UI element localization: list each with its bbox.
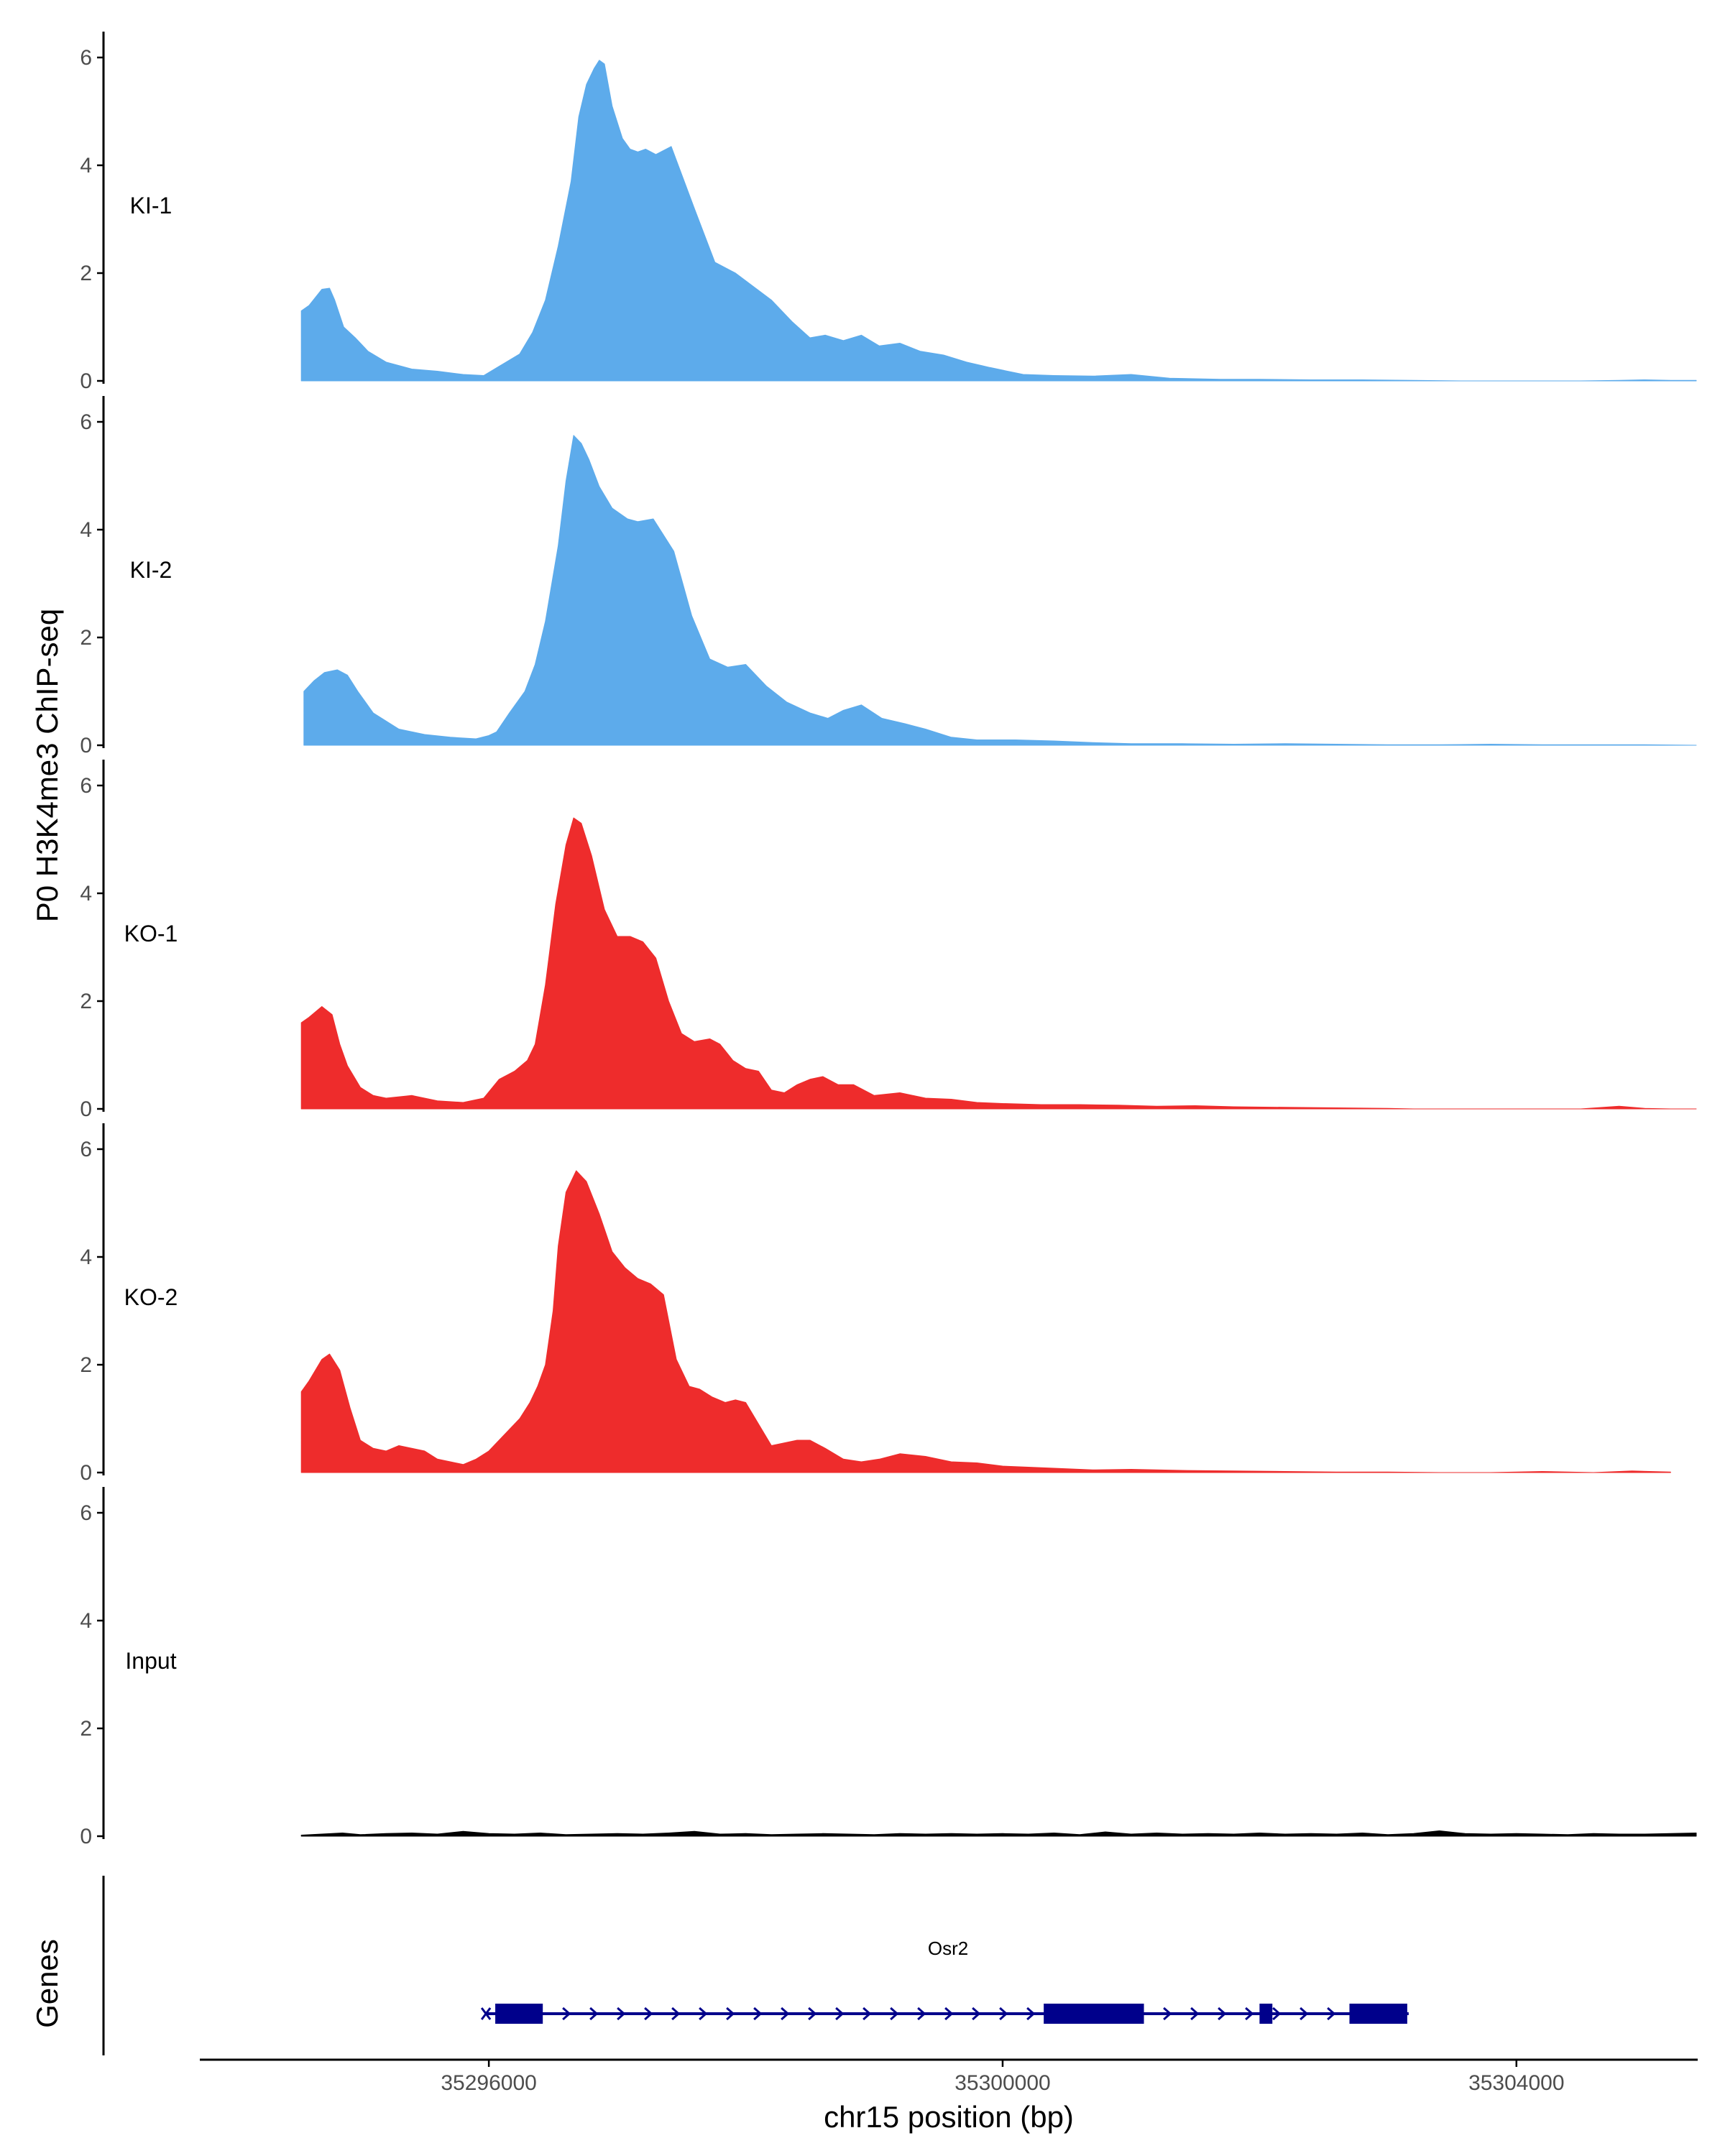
strand-chevron: [1245, 2007, 1254, 2021]
strand-chevron: [589, 2007, 599, 2021]
y-tick-label: 6: [80, 774, 92, 798]
strand-chevron: [617, 2007, 626, 2021]
y-tick-label: 2: [80, 1353, 92, 1377]
strand-chevron: [1272, 2007, 1282, 2021]
x-axis-title: chr15 position (bp): [824, 2100, 1074, 2134]
signal-tracks: 0 2 4 6 KI-1 0 2 4 6 KI-2 0 2 4 6 KO-1 0 2 4 6 KO-2 0 2 4 6 Inpu…: [80, 32, 1697, 1848]
series-area-ko-2: [300, 1170, 1671, 1473]
track-label: KI-1: [130, 193, 172, 218]
gene-start-marker: [480, 2007, 492, 2020]
strand-chevron: [644, 2007, 653, 2021]
y-tick-label: 6: [80, 46, 92, 70]
track-ki-1: 0 2 4 6 KI-1: [80, 32, 1697, 393]
track-label: KO-2: [124, 1284, 178, 1310]
strand-chevron: [1327, 2007, 1336, 2021]
y-tick-label: 0: [80, 369, 92, 393]
y-tick-label: 2: [80, 262, 92, 285]
y-tick-label: 4: [80, 518, 92, 542]
y-tick-label: 6: [80, 1501, 92, 1525]
y-tick-label: 4: [80, 1609, 92, 1633]
y-tick-label: 2: [80, 990, 92, 1013]
strand-chevron: [1218, 2007, 1227, 2021]
strand-chevron: [699, 2007, 708, 2021]
series-area-input: [300, 1830, 1697, 1837]
y-tick-label: 0: [80, 1097, 92, 1121]
gene-track-title: Genes: [30, 1939, 64, 2028]
gene-exon: [1349, 2004, 1407, 2024]
x-axis: 35296000 35300000 35304000: [200, 2058, 1698, 2095]
gene-exon: [1044, 2004, 1144, 2024]
x-tick-label: 35296000: [441, 2071, 536, 2095]
y-tick-label: 0: [80, 1825, 92, 1848]
y-tick-label: 4: [80, 154, 92, 178]
strand-chevron: [862, 2007, 872, 2021]
y-tick-label: 2: [80, 626, 92, 650]
track-ko-2: 0 2 4 6 KO-2: [80, 1123, 1671, 1485]
track-ki-2: 0 2 4 6 KI-2: [80, 396, 1697, 757]
strand-chevron: [753, 2007, 763, 2021]
gene-exon: [1259, 2004, 1273, 2024]
y-tick-label: 0: [80, 1461, 92, 1485]
strand-chevron: [835, 2007, 845, 2021]
series-area-ko-1: [300, 817, 1697, 1110]
strand-chevron: [1190, 2007, 1200, 2021]
gene-track: Osr2: [102, 1876, 1409, 2055]
gene-exon: [495, 2004, 543, 2024]
strand-chevron: [972, 2007, 981, 2021]
strand-chevron: [808, 2007, 817, 2021]
y-tick-label: 2: [80, 1717, 92, 1741]
strand-chevron: [999, 2007, 1008, 2021]
x-tick-label: 35304000: [1468, 2071, 1564, 2095]
track-label: KO-1: [124, 921, 178, 946]
gene-name-label: Osr2: [928, 1938, 968, 1959]
strand-chevron: [562, 2007, 571, 2021]
track-label: Input: [125, 1648, 176, 1674]
strand-chevron: [944, 2007, 954, 2021]
strand-chevron: [726, 2007, 735, 2021]
series-area-ki-1: [300, 60, 1697, 382]
y-tick-label: 4: [80, 882, 92, 906]
strand-chevron: [890, 2007, 899, 2021]
track-input: 0 2 4 6 Input: [80, 1487, 1697, 1848]
x-tick-label: 35300000: [954, 2071, 1050, 2095]
strand-chevron: [1300, 2007, 1309, 2021]
y-tick-label: 6: [80, 1138, 92, 1161]
track-label: KI-2: [130, 557, 172, 583]
y-axis-title: P0 H3K4me3 ChIP-seq: [30, 609, 64, 923]
series-area-ki-2: [303, 435, 1697, 746]
strand-chevron: [781, 2007, 790, 2021]
y-tick-label: 4: [80, 1245, 92, 1269]
strand-chevron: [917, 2007, 926, 2021]
y-tick-label: 6: [80, 410, 92, 434]
strand-chevron: [1163, 2007, 1172, 2021]
strand-chevron: [671, 2007, 681, 2021]
track-ko-1: 0 2 4 6 KO-1: [80, 760, 1697, 1121]
y-tick-label: 0: [80, 734, 92, 757]
strand-chevron: [1026, 2007, 1036, 2021]
